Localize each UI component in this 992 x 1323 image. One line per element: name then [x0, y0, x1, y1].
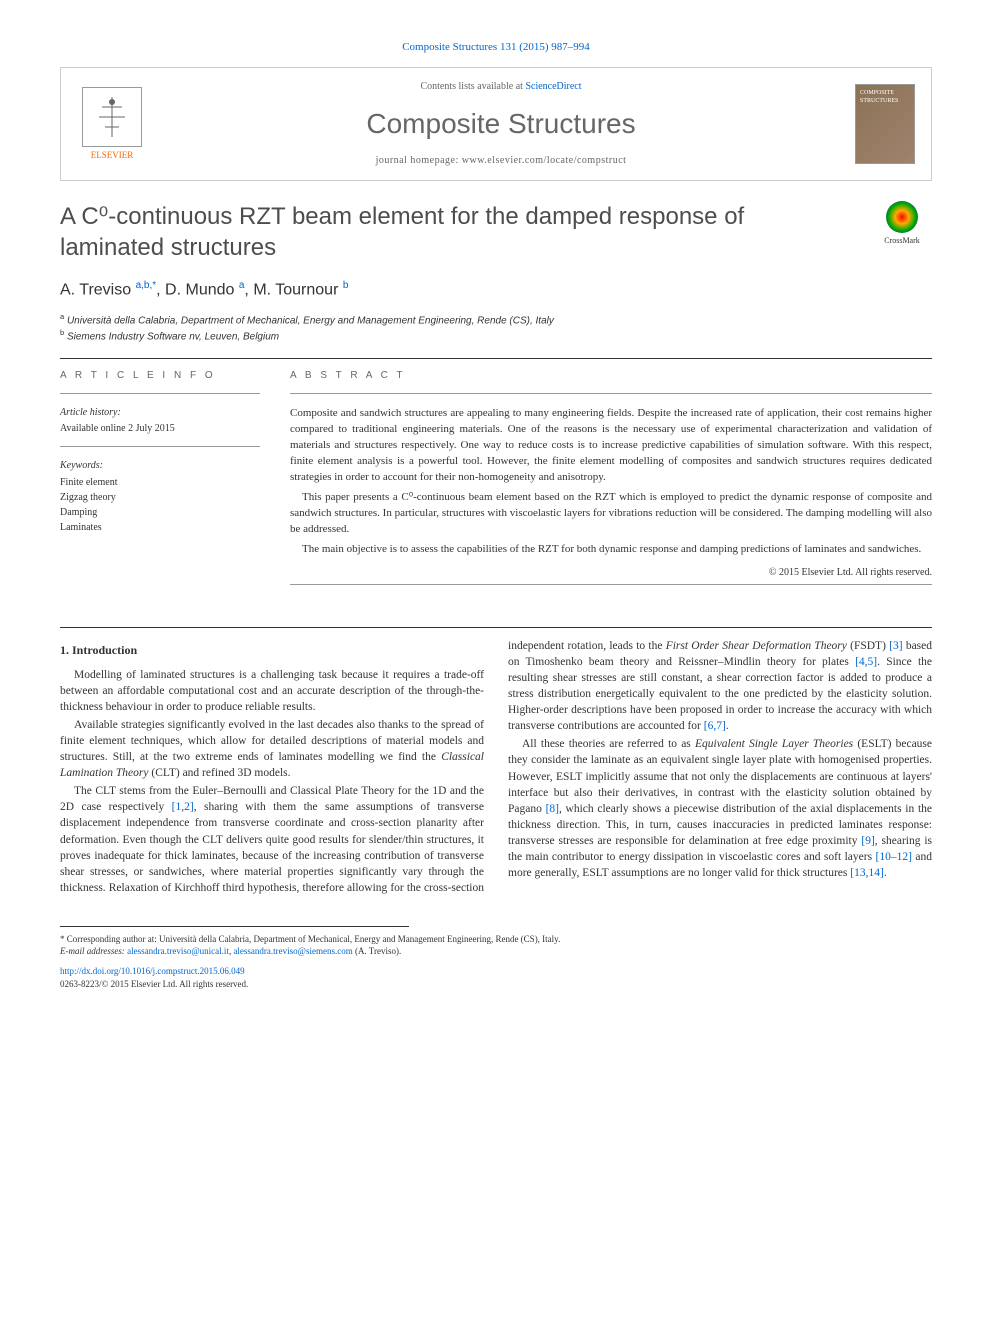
elsevier-tree-icon	[82, 87, 142, 147]
email-label: E-mail addresses:	[60, 946, 127, 956]
crossmark-label: CrossMark	[884, 235, 920, 246]
email-2[interactable]: alessandra.treviso@siemens.com	[233, 946, 352, 956]
doi-line: http://dx.doi.org/10.1016/j.compstruct.2…	[60, 965, 932, 990]
info-abstract-row: A R T I C L E I N F O Article history: A…	[60, 369, 932, 596]
article-info-column: A R T I C L E I N F O Article history: A…	[60, 369, 260, 596]
homepage-prefix: journal homepage:	[376, 155, 462, 166]
elsevier-label: ELSEVIER	[91, 149, 134, 162]
abstract-column: A B S T R A C T Composite and sandwich s…	[290, 369, 932, 596]
article-title: A C⁰-continuous RZT beam element for the…	[60, 201, 852, 263]
homepage-url[interactable]: www.elsevier.com/locate/compstruct	[462, 155, 627, 166]
ref-10-12[interactable]: [10–12]	[876, 851, 912, 863]
history-text: Available online 2 July 2015	[60, 422, 260, 436]
header-center: Contents lists available at ScienceDirec…	[163, 80, 839, 167]
keywords-label: Keywords:	[60, 459, 260, 473]
ref-1-2[interactable]: [1,2]	[172, 801, 194, 813]
ref-9[interactable]: [9]	[861, 835, 874, 847]
info-divider-2	[60, 446, 260, 447]
ref-6-7[interactable]: [6,7]	[704, 720, 726, 732]
contents-prefix: Contents lists available at	[420, 81, 525, 92]
email-line: E-mail addresses: alessandra.treviso@uni…	[60, 945, 932, 957]
corr-label: * Corresponding author at: Università de…	[60, 933, 932, 945]
journal-name: Composite Structures	[163, 104, 839, 143]
authors-line: A. Treviso a,b,*, D. Mundo a, M. Tournou…	[60, 279, 932, 302]
ref-8[interactable]: [8]	[546, 803, 559, 815]
sciencedirect-link[interactable]: ScienceDirect	[525, 81, 581, 92]
title-row: A C⁰-continuous RZT beam element for the…	[60, 201, 932, 263]
cover-label: COMPOSITE STRUCTURES	[860, 89, 910, 106]
ref-13-14[interactable]: [13,14]	[850, 867, 884, 879]
doi-link[interactable]: http://dx.doi.org/10.1016/j.compstruct.2…	[60, 966, 245, 976]
ref-4-5[interactable]: [4,5]	[855, 656, 877, 668]
email-1[interactable]: alessandra.treviso@unical.it	[127, 946, 229, 956]
contents-line: Contents lists available at ScienceDirec…	[163, 80, 839, 94]
intro-p2: Available strategies significantly evolv…	[60, 717, 484, 781]
intro-p1: Modelling of laminated structures is a c…	[60, 667, 484, 715]
divider-top	[60, 358, 932, 359]
affiliations: a Università della Calabria, Department …	[60, 312, 932, 345]
abstract-text: Composite and sandwich structures are ap…	[290, 406, 932, 557]
intro-p4: All these theories are referred to as Eq…	[508, 736, 932, 881]
info-divider-1	[60, 393, 260, 394]
elsevier-logo: ELSEVIER	[77, 84, 147, 164]
homepage-line: journal homepage: www.elsevier.com/locat…	[163, 154, 839, 168]
journal-cover-thumbnail: COMPOSITE STRUCTURES	[855, 84, 915, 164]
journal-header-box: ELSEVIER Contents lists available at Sci…	[60, 67, 932, 180]
citation-header: Composite Structures 131 (2015) 987–994	[60, 40, 932, 55]
footer-separator	[60, 926, 409, 927]
history-label: Article history:	[60, 406, 260, 420]
abstract-divider-bottom	[290, 584, 932, 585]
abstract-divider	[290, 393, 932, 394]
crossmark-icon	[886, 201, 918, 233]
issn-copyright: 0263-8223/© 2015 Elsevier Ltd. All right…	[60, 979, 248, 989]
keywords-list: Finite elementZigzag theoryDampingLamina…	[60, 475, 260, 535]
article-info-heading: A R T I C L E I N F O	[60, 369, 260, 383]
email-author: (A. Treviso).	[353, 946, 402, 956]
abstract-heading: A B S T R A C T	[290, 369, 932, 383]
body-text: 1. Introduction Modelling of laminated s…	[60, 638, 932, 896]
abstract-copyright: © 2015 Elsevier Ltd. All rights reserved…	[290, 566, 932, 580]
section-1-heading: 1. Introduction	[60, 642, 484, 659]
ref-3[interactable]: [3]	[889, 640, 902, 652]
corresponding-author: * Corresponding author at: Università de…	[60, 933, 932, 957]
crossmark-badge[interactable]: CrossMark	[872, 201, 932, 251]
divider-mid	[60, 627, 932, 628]
